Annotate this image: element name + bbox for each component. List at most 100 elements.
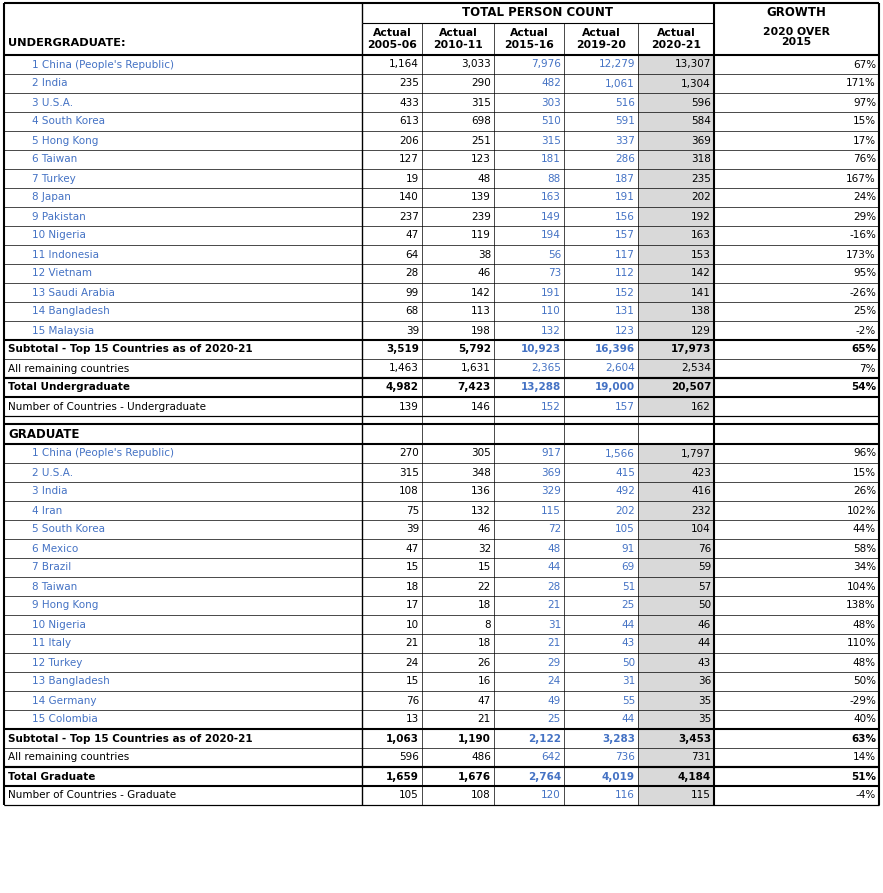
Text: 50: 50: [622, 657, 635, 667]
Text: 73: 73: [547, 269, 561, 279]
Text: 15: 15: [406, 563, 419, 572]
Text: 192: 192: [691, 212, 711, 221]
Text: 6 Taiwan: 6 Taiwan: [32, 154, 77, 164]
Text: 19,000: 19,000: [595, 382, 635, 393]
Text: 35: 35: [698, 714, 711, 724]
Text: 318: 318: [691, 154, 711, 164]
Text: 235: 235: [691, 173, 711, 183]
Bar: [638, 283, 714, 302]
Text: 157: 157: [615, 230, 635, 240]
Text: 1,063: 1,063: [386, 733, 419, 744]
Text: 15: 15: [406, 677, 419, 687]
Text: 136: 136: [472, 487, 491, 497]
Text: 305: 305: [472, 448, 491, 458]
Text: 28: 28: [406, 269, 419, 279]
Text: 24: 24: [547, 677, 561, 687]
Text: 29: 29: [547, 657, 561, 667]
Text: 8 Japan: 8 Japan: [32, 193, 71, 203]
Text: 47: 47: [406, 230, 419, 240]
Text: 12,279: 12,279: [599, 60, 635, 70]
Text: 13: 13: [406, 714, 419, 724]
Text: 1,659: 1,659: [386, 772, 419, 781]
Text: 32: 32: [478, 544, 491, 554]
Text: Number of Countries - Undergraduate: Number of Countries - Undergraduate: [8, 402, 206, 412]
Text: 1,631: 1,631: [461, 363, 491, 373]
Text: 14 Bangladesh: 14 Bangladesh: [32, 306, 109, 316]
Text: 596: 596: [691, 97, 711, 107]
Text: 1,190: 1,190: [458, 733, 491, 744]
Text: 171%: 171%: [846, 79, 876, 88]
Text: 72: 72: [547, 524, 561, 535]
Text: 251: 251: [472, 136, 491, 146]
Bar: [638, 226, 714, 245]
Text: 13,288: 13,288: [521, 382, 561, 393]
Text: 415: 415: [615, 468, 635, 478]
Text: UNDERGRADUATE:: UNDERGRADUATE:: [8, 38, 125, 48]
Text: 1,164: 1,164: [389, 60, 419, 70]
Text: 29%: 29%: [853, 212, 876, 221]
Bar: [638, 169, 714, 188]
Text: 2020-21: 2020-21: [651, 40, 701, 50]
Text: 38: 38: [478, 249, 491, 260]
Text: 123: 123: [615, 326, 635, 336]
Text: 2,365: 2,365: [532, 363, 561, 373]
Text: 25%: 25%: [853, 306, 876, 316]
Text: 44%: 44%: [853, 524, 876, 535]
Text: 104%: 104%: [847, 581, 876, 591]
Text: 173%: 173%: [846, 249, 876, 260]
Text: 516: 516: [615, 97, 635, 107]
Bar: [638, 482, 714, 501]
Text: 1 China (People's Republic): 1 China (People's Republic): [32, 60, 174, 70]
Text: 64: 64: [406, 249, 419, 260]
Text: 237: 237: [399, 212, 419, 221]
Text: 239: 239: [472, 212, 491, 221]
Text: 51%: 51%: [851, 772, 876, 781]
Text: 736: 736: [615, 753, 635, 763]
Text: 163: 163: [691, 230, 711, 240]
Text: 591: 591: [615, 116, 635, 127]
Bar: [638, 340, 714, 359]
Text: -4%: -4%: [856, 790, 876, 800]
Text: 140: 140: [399, 193, 419, 203]
Text: 20,507: 20,507: [670, 382, 711, 393]
Text: 482: 482: [541, 79, 561, 88]
Bar: [638, 539, 714, 558]
Text: 50%: 50%: [853, 677, 876, 687]
Text: 34%: 34%: [853, 563, 876, 572]
Text: 13 Saudi Arabia: 13 Saudi Arabia: [32, 288, 115, 297]
Text: 5 Hong Kong: 5 Hong Kong: [32, 136, 98, 146]
Text: 15 Colombia: 15 Colombia: [32, 714, 98, 724]
Text: 492: 492: [615, 487, 635, 497]
Text: 46: 46: [478, 269, 491, 279]
Text: 18: 18: [478, 600, 491, 611]
Text: 18: 18: [406, 581, 419, 591]
Text: 584: 584: [691, 116, 711, 127]
Text: 91: 91: [622, 544, 635, 554]
Text: 21: 21: [478, 714, 491, 724]
Text: 123: 123: [472, 154, 491, 164]
Bar: [638, 634, 714, 653]
Bar: [638, 558, 714, 577]
Text: 202: 202: [691, 193, 711, 203]
Text: 3,519: 3,519: [386, 345, 419, 355]
Text: 613: 613: [399, 116, 419, 127]
Text: Number of Countries - Graduate: Number of Countries - Graduate: [8, 790, 176, 800]
Text: 9 Hong Kong: 9 Hong Kong: [32, 600, 98, 611]
Text: 26%: 26%: [853, 487, 876, 497]
Text: 21: 21: [406, 638, 419, 648]
Text: 315: 315: [541, 136, 561, 146]
Text: 35: 35: [698, 696, 711, 705]
Text: 4 South Korea: 4 South Korea: [32, 116, 105, 127]
Text: 163: 163: [541, 193, 561, 203]
Text: 152: 152: [615, 288, 635, 297]
Text: 4,184: 4,184: [678, 772, 711, 781]
Text: 9 Pakistan: 9 Pakistan: [32, 212, 86, 221]
Bar: [638, 93, 714, 112]
Text: 2019-20: 2019-20: [576, 40, 626, 50]
Text: 486: 486: [472, 753, 491, 763]
Text: 139: 139: [399, 402, 419, 412]
Text: 50: 50: [698, 600, 711, 611]
Text: 24%: 24%: [853, 193, 876, 203]
Text: 146: 146: [472, 402, 491, 412]
Text: 21: 21: [547, 600, 561, 611]
